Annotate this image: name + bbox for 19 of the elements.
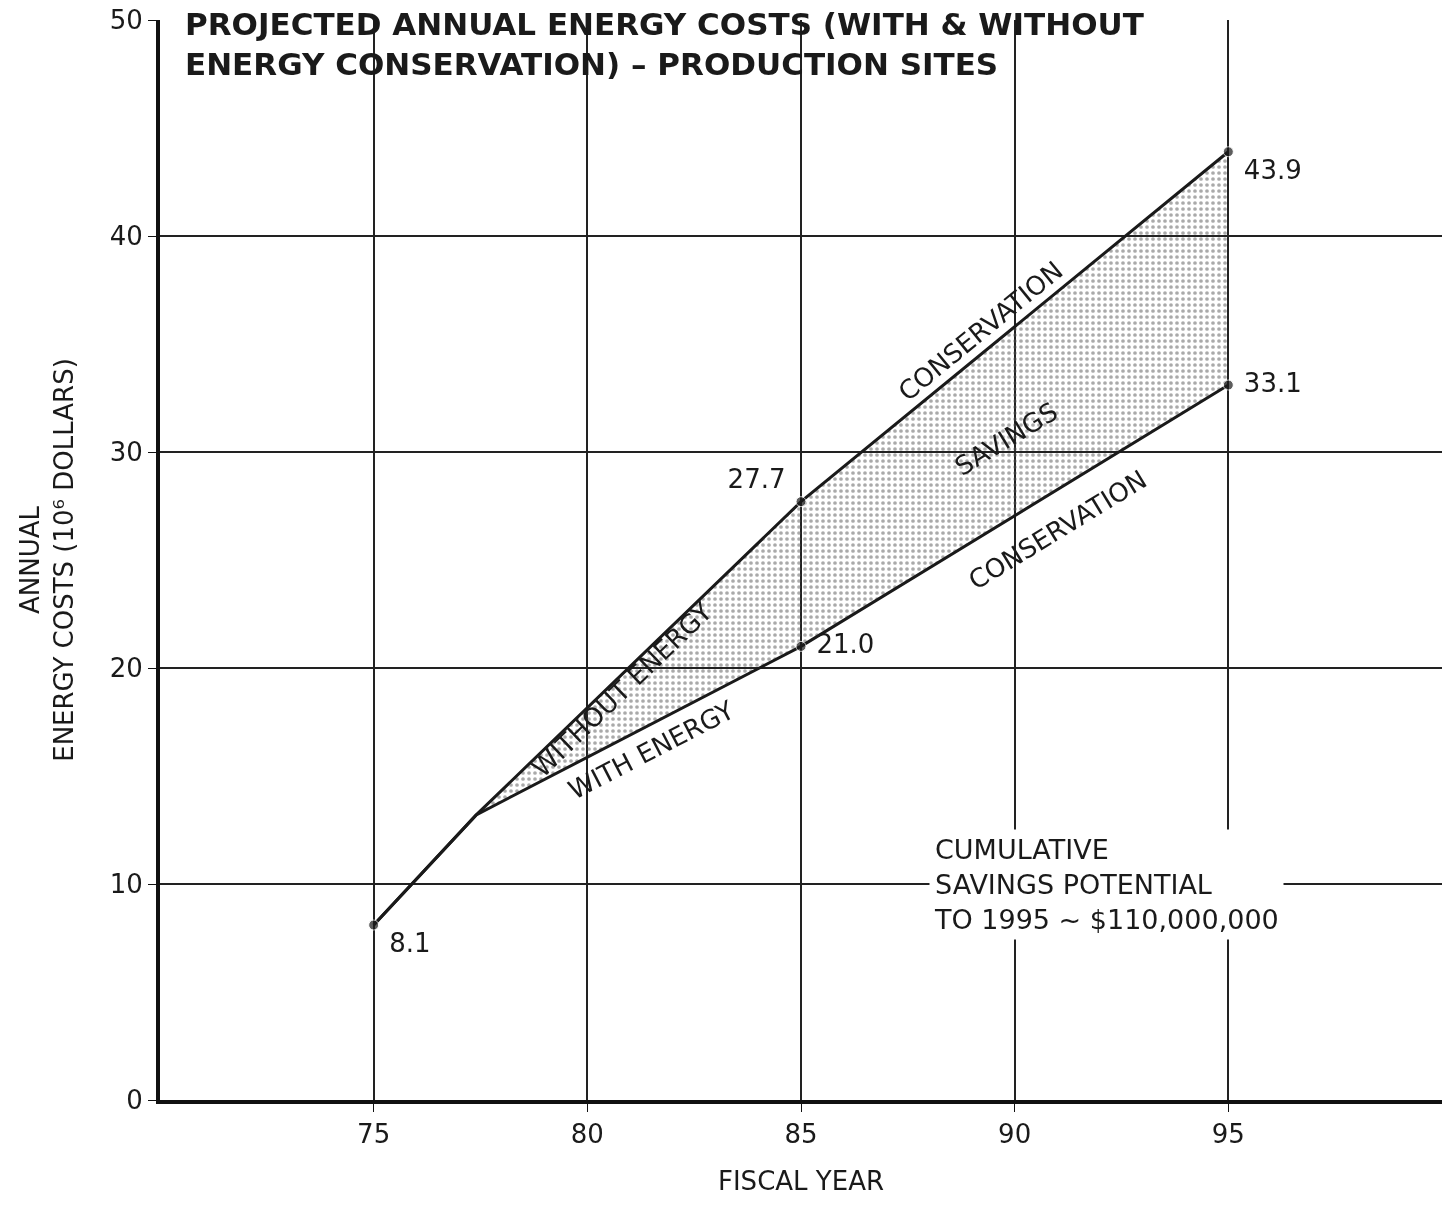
data-label: 21.0 (808, 628, 883, 659)
y-axis-title: ANNUAL ENERGY COSTS (10⁶ DOLLARS) (14, 358, 79, 762)
annotation: CUMULATIVE SAVINGS POTENTIAL TO 1995 ~ $110,000,000 (934, 834, 1279, 936)
x-tick-label: 95 (1211, 1119, 1245, 1150)
y-tick-label: 50 (109, 5, 143, 36)
data-label: 27.7 (719, 463, 794, 494)
y-tick-label: 10 (109, 869, 143, 900)
y-tick-label: 20 (109, 653, 143, 684)
data-label: 8.1 (380, 927, 439, 958)
y-tick-label: 40 (109, 221, 143, 252)
x-tick-label: 90 (998, 1119, 1032, 1150)
x-tick-label: 75 (357, 1119, 391, 1150)
y-tick-label: 0 (126, 1085, 143, 1116)
x-tick-label: 80 (570, 1119, 604, 1150)
data-label: 33.1 (1235, 367, 1310, 398)
y-tick-label: 30 (109, 437, 143, 468)
data-label: 43.9 (1235, 154, 1310, 185)
x-tick-label: 85 (784, 1119, 818, 1150)
x-axis-title: FISCAL YEAR (718, 1166, 884, 1197)
